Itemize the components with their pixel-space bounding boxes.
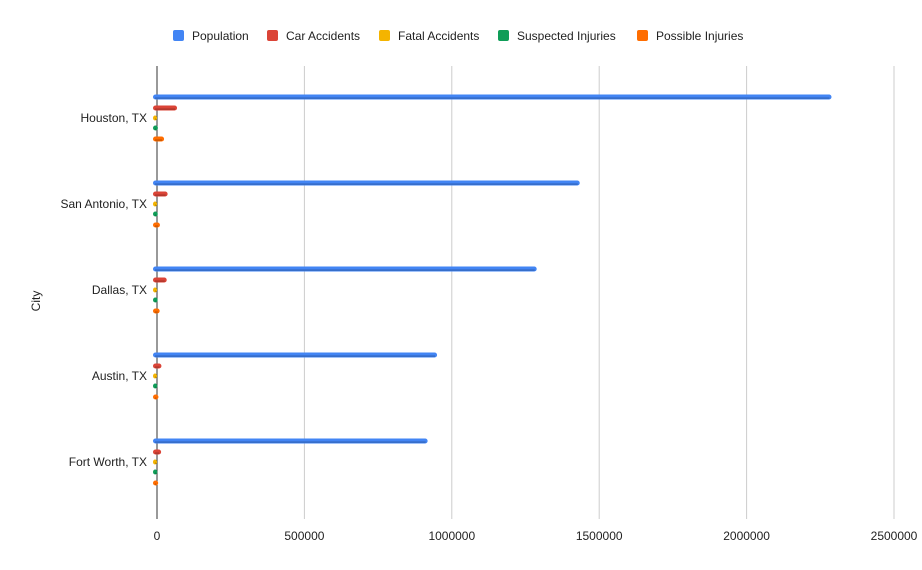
bar-shade xyxy=(155,290,156,292)
bar-fatal-accidents xyxy=(153,459,158,465)
legend-swatch xyxy=(498,30,509,41)
bar-shade xyxy=(155,397,157,399)
bars xyxy=(153,94,832,486)
x-tick-label: 2500000 xyxy=(871,529,918,543)
bar-shade xyxy=(155,269,535,271)
bar-car-accidents xyxy=(153,191,168,197)
bar-shade xyxy=(155,441,426,443)
bar-shade xyxy=(155,472,156,474)
category-label: Dallas, TX xyxy=(92,283,147,297)
bar-shade xyxy=(155,355,436,357)
bar-shade xyxy=(155,366,160,368)
legend-swatch xyxy=(637,30,648,41)
legend-swatch xyxy=(173,30,184,41)
bar-population xyxy=(153,266,537,272)
legend-swatch xyxy=(267,30,278,41)
y-axis-title: City xyxy=(29,291,43,312)
bar-population xyxy=(153,352,438,358)
bar-shade xyxy=(155,108,176,110)
bar-possible-injuries xyxy=(153,222,160,228)
bar-shade xyxy=(155,194,166,196)
bar-suspected-injuries xyxy=(153,211,158,217)
bar-suspected-injuries xyxy=(153,297,158,303)
bar-shade xyxy=(155,386,156,388)
legend-label: Fatal Accidents xyxy=(398,29,479,43)
bar-possible-injuries xyxy=(153,136,165,142)
bar-shade xyxy=(155,280,165,282)
bar-car-accidents xyxy=(153,449,162,455)
bar-shade xyxy=(155,214,156,216)
bar-fatal-accidents xyxy=(153,373,158,379)
bar-shade xyxy=(155,139,163,141)
legend-label: Possible Injuries xyxy=(656,29,743,43)
bar-car-accidents xyxy=(153,277,167,283)
bar-shade xyxy=(155,483,157,485)
bar-shade xyxy=(155,97,830,99)
bar-possible-injuries xyxy=(153,480,159,486)
bar-shade xyxy=(155,452,160,454)
bar-car-accidents xyxy=(153,105,178,111)
category-label: San Antonio, TX xyxy=(60,197,147,211)
bar-shade xyxy=(155,128,156,130)
bar-population xyxy=(153,180,580,186)
bar-fatal-accidents xyxy=(153,115,158,121)
bar-shade xyxy=(155,118,156,120)
bar-suspected-injuries xyxy=(153,383,158,389)
bar-suspected-injuries xyxy=(153,125,158,131)
bar-shade xyxy=(155,204,156,206)
bar-population xyxy=(153,438,428,444)
legend-label: Car Accidents xyxy=(286,29,360,43)
category-label: Houston, TX xyxy=(81,111,147,125)
x-tick-label: 1500000 xyxy=(576,529,623,543)
bar-fatal-accidents xyxy=(153,287,158,293)
x-tick-label: 500000 xyxy=(284,529,324,543)
x-tick-label: 2000000 xyxy=(723,529,770,543)
bar-shade xyxy=(155,225,158,227)
category-label: Austin, TX xyxy=(92,369,147,383)
bar-possible-injuries xyxy=(153,308,160,314)
bar-shade xyxy=(155,462,156,464)
bar-population xyxy=(153,94,832,100)
bar-shade xyxy=(155,300,156,302)
bar-shade xyxy=(155,311,158,313)
legend-label: Population xyxy=(192,29,249,43)
bar-car-accidents xyxy=(153,363,162,369)
gridlines xyxy=(156,66,895,519)
legend-swatch xyxy=(379,30,390,41)
bar-fatal-accidents xyxy=(153,201,158,207)
x-axis-ticks: 0 500000 1000000 1500000 2000000 2500000 xyxy=(154,529,918,543)
x-tick-label: 0 xyxy=(154,529,161,543)
x-tick-label: 1000000 xyxy=(428,529,475,543)
legend: Population Car Accidents Fatal Accidents Su… xyxy=(173,29,743,43)
legend-label: Suspected Injuries xyxy=(517,29,616,43)
bar-suspected-injuries xyxy=(153,469,158,475)
bar-shade xyxy=(155,183,578,185)
bar-shade xyxy=(155,376,156,378)
category-label: Fort Worth, TX xyxy=(69,455,147,469)
category-labels: Houston, TX San Antonio, TX Dallas, TX Aust… xyxy=(60,111,147,469)
bar-possible-injuries xyxy=(153,394,159,400)
